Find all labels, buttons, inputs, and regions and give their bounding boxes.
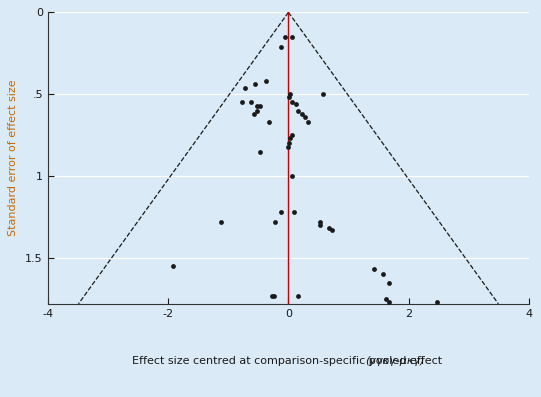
Point	[241, 85, 249, 91]
Point	[298, 111, 306, 117]
Point	[294, 293, 302, 299]
Point	[217, 219, 226, 225]
Point	[277, 44, 286, 50]
Point	[285, 94, 293, 101]
Point	[433, 299, 441, 305]
Point	[247, 99, 255, 106]
Point	[253, 102, 261, 109]
Point	[261, 78, 270, 84]
Point	[385, 299, 393, 305]
Point	[256, 102, 265, 109]
Point	[381, 296, 390, 302]
Point	[277, 209, 286, 215]
Point	[370, 266, 378, 273]
Point	[288, 132, 296, 138]
Point	[315, 219, 324, 225]
Point	[253, 108, 261, 114]
Point	[169, 263, 177, 269]
Point	[250, 111, 259, 117]
Point	[256, 148, 265, 155]
Y-axis label: Standard error of effect size: Standard error of effect size	[8, 80, 18, 236]
Point	[304, 119, 312, 125]
Point	[265, 119, 274, 125]
Point	[237, 99, 246, 106]
Point	[271, 219, 280, 225]
Point	[250, 81, 259, 88]
Point	[288, 173, 296, 179]
Point	[291, 101, 300, 107]
Point	[281, 34, 290, 40]
Point	[385, 279, 393, 286]
Point	[286, 135, 294, 142]
Point	[315, 222, 324, 228]
Point	[269, 293, 278, 299]
Point	[288, 34, 296, 40]
Point	[289, 209, 298, 215]
Point	[300, 114, 309, 120]
Point	[325, 225, 333, 231]
Point	[379, 271, 387, 278]
Point	[284, 143, 293, 150]
Point	[294, 108, 302, 114]
Point	[327, 227, 336, 233]
Point	[286, 91, 294, 97]
Point	[268, 293, 276, 299]
Text: (yγκγ-μκγ): (yγκγ-μκγ)	[365, 356, 425, 366]
Point	[319, 91, 327, 97]
Point	[288, 99, 296, 106]
Text: Effect size centred at comparison-specific pooled effect: Effect size centred at comparison-specif…	[131, 356, 445, 366]
Point	[285, 140, 293, 146]
